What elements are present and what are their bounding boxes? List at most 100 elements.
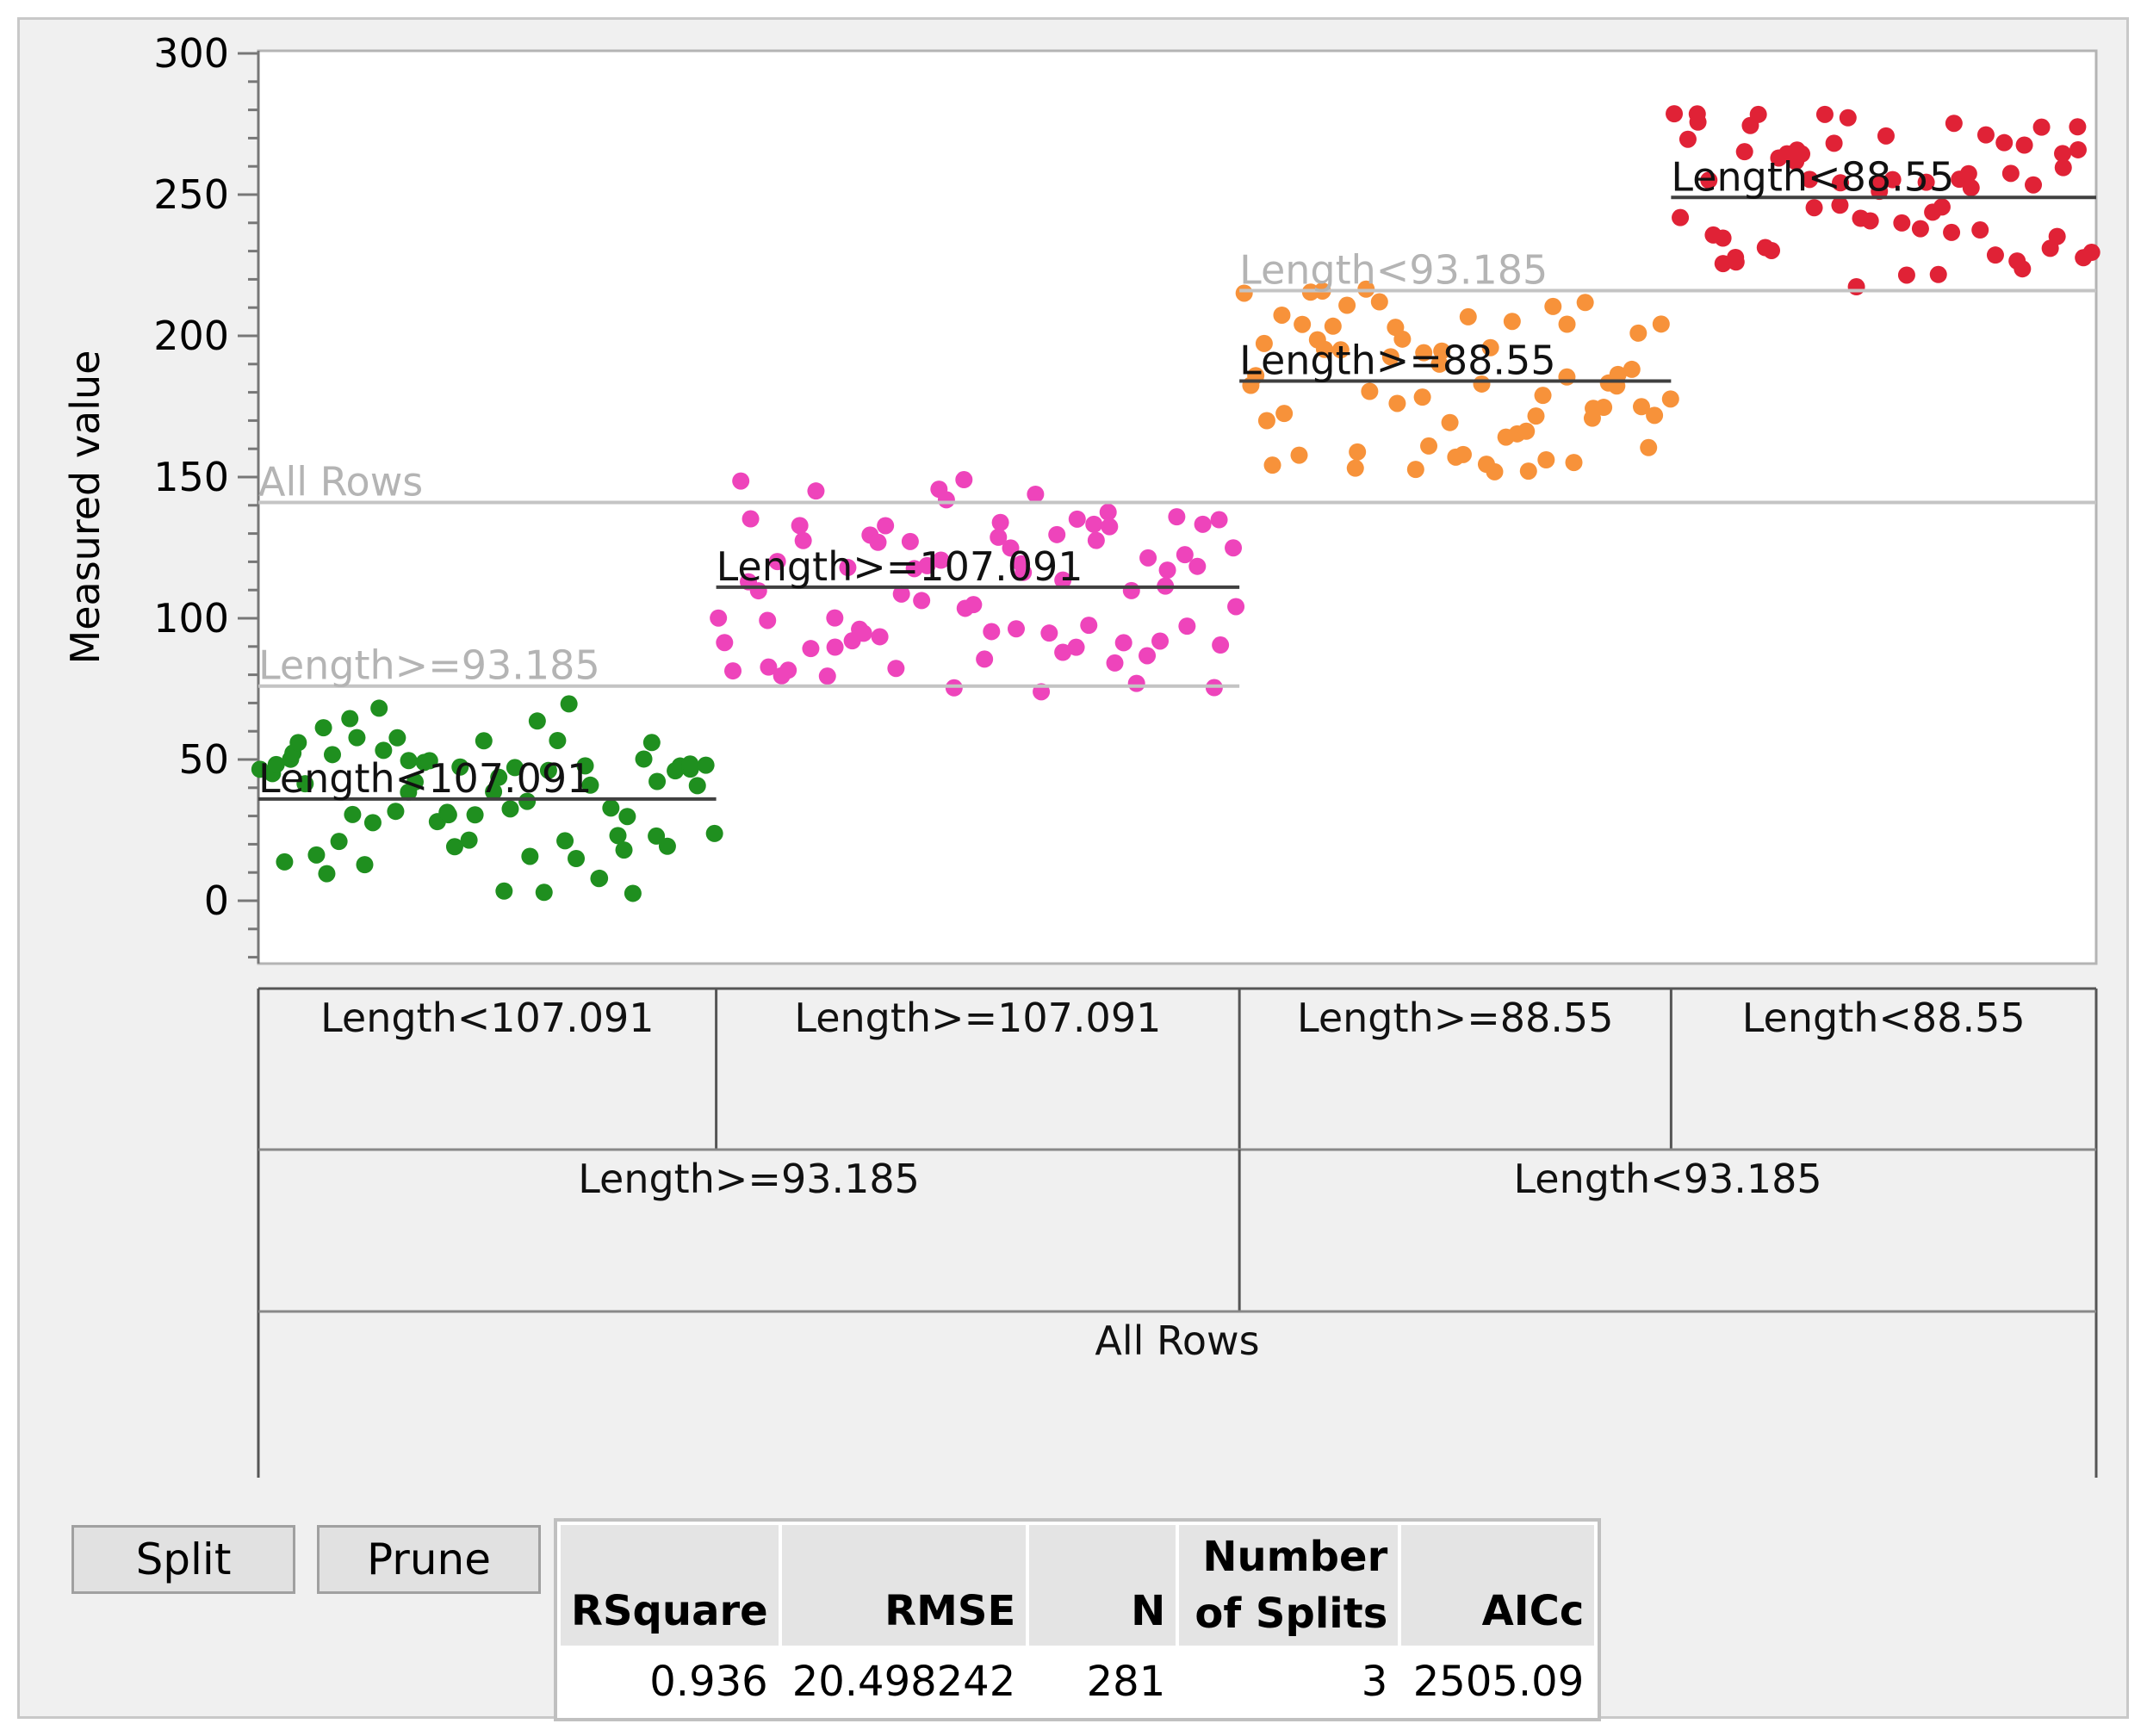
data-point: [2054, 145, 2072, 163]
leaf-mean-label: Length>=88.55: [1239, 337, 1555, 383]
data-point: [267, 755, 285, 773]
data-point: [1825, 134, 1843, 152]
data-point: [618, 808, 636, 826]
y-tick-label: 100: [153, 595, 229, 642]
data-point: [485, 783, 503, 801]
split-button[interactable]: Split: [71, 1525, 295, 1594]
plot-area: [257, 49, 2098, 965]
data-point: [1943, 223, 1961, 241]
data-point: [1054, 571, 1072, 589]
data-point: [539, 761, 557, 779]
data-point: [1225, 539, 1243, 557]
data-point: [1454, 445, 1472, 463]
data-point: [1959, 164, 1977, 183]
data-point: [1877, 127, 1895, 145]
data-point: [1294, 315, 1312, 333]
data-point: [688, 777, 706, 795]
data-point: [1048, 525, 1066, 543]
data-point: [901, 532, 919, 550]
data-point: [826, 638, 844, 656]
header-aicc: AICc: [1401, 1525, 1595, 1646]
parent-mean-label: Length<93.185: [1239, 247, 1548, 294]
tree-node-label: Length>=88.55: [1297, 995, 1613, 1041]
data-point: [1893, 214, 1911, 232]
data-point: [1168, 508, 1186, 526]
data-point: [918, 556, 936, 574]
data-point: [615, 841, 633, 859]
data-point: [1911, 220, 1929, 238]
data-point: [1801, 170, 1819, 189]
data-point: [955, 471, 973, 489]
data-point: [648, 772, 667, 790]
partition-chart: 0 50 100 150 200 250 300 Measured value All Ro…: [62, 30, 2100, 1478]
data-point: [1945, 115, 1963, 133]
data-point: [705, 824, 723, 842]
data-point: [1002, 539, 1020, 557]
data-point: [609, 827, 627, 845]
data-point: [624, 884, 642, 902]
data-point: [1749, 105, 1767, 123]
data-point: [1361, 382, 1379, 400]
data-point: [965, 596, 983, 614]
data-point: [871, 628, 889, 646]
data-point: [406, 773, 424, 791]
data-point: [976, 650, 994, 668]
data-point: [1227, 598, 1245, 616]
data-point: [658, 837, 676, 855]
data-point: [466, 806, 484, 824]
data-point: [602, 799, 620, 817]
data-point: [1139, 549, 1157, 567]
header-number-of-splits: Number of Splits: [1179, 1525, 1399, 1646]
data-point: [1831, 196, 1849, 214]
data-point: [2069, 118, 2087, 136]
data-point: [869, 533, 887, 551]
data-point: [1370, 293, 1388, 311]
tree-node-label: Length<107.091: [320, 995, 654, 1041]
data-point: [296, 775, 314, 793]
data-point: [1962, 179, 1980, 197]
data-point: [341, 710, 359, 728]
data-point: [887, 660, 905, 678]
data-point: [1917, 173, 1935, 191]
data-point: [1114, 634, 1132, 652]
data-point: [307, 846, 326, 864]
data-point: [1883, 170, 1902, 189]
split-tree-panel: Length<107.091 Length>=107.091 Length>=88.…: [257, 987, 2098, 1478]
data-point: [937, 491, 955, 509]
prune-button[interactable]: Prune: [317, 1525, 541, 1594]
data-point: [1420, 437, 1438, 455]
data-point: [1441, 413, 1459, 431]
data-point: [1847, 278, 1865, 296]
data-point: [521, 847, 539, 865]
data-point: [932, 551, 950, 569]
data-point: [1700, 171, 1718, 189]
data-point: [1815, 105, 1834, 123]
data-point: [1099, 503, 1117, 521]
data-point: [289, 734, 307, 752]
data-point: [1087, 531, 1105, 549]
data-point: [1255, 334, 1273, 352]
data-point: [2032, 118, 2051, 136]
data-point: [768, 553, 786, 571]
data-point: [2054, 158, 2072, 177]
data-point: [1503, 313, 1521, 331]
data-point: [1257, 412, 1275, 430]
data-point: [490, 768, 508, 786]
data-point: [760, 658, 778, 676]
data-point: [1430, 355, 1449, 373]
data-point: [1406, 461, 1424, 479]
data-point: [794, 531, 812, 549]
data-point: [556, 832, 574, 850]
data-point: [1101, 518, 1119, 536]
data-point: [348, 728, 366, 747]
data-point: [1210, 511, 1228, 529]
data-point: [892, 585, 910, 603]
data-point: [1413, 388, 1431, 406]
mean-lines: All Rows Length>=93.185 Length<93.185 Lengt…: [258, 153, 2096, 802]
data-point: [1688, 105, 1706, 123]
value-rsquare: 0.936: [649, 1658, 768, 1706]
data-point: [363, 814, 382, 832]
data-point: [1459, 307, 1477, 326]
data-point: [1576, 294, 1594, 312]
data-point: [1015, 563, 1033, 581]
